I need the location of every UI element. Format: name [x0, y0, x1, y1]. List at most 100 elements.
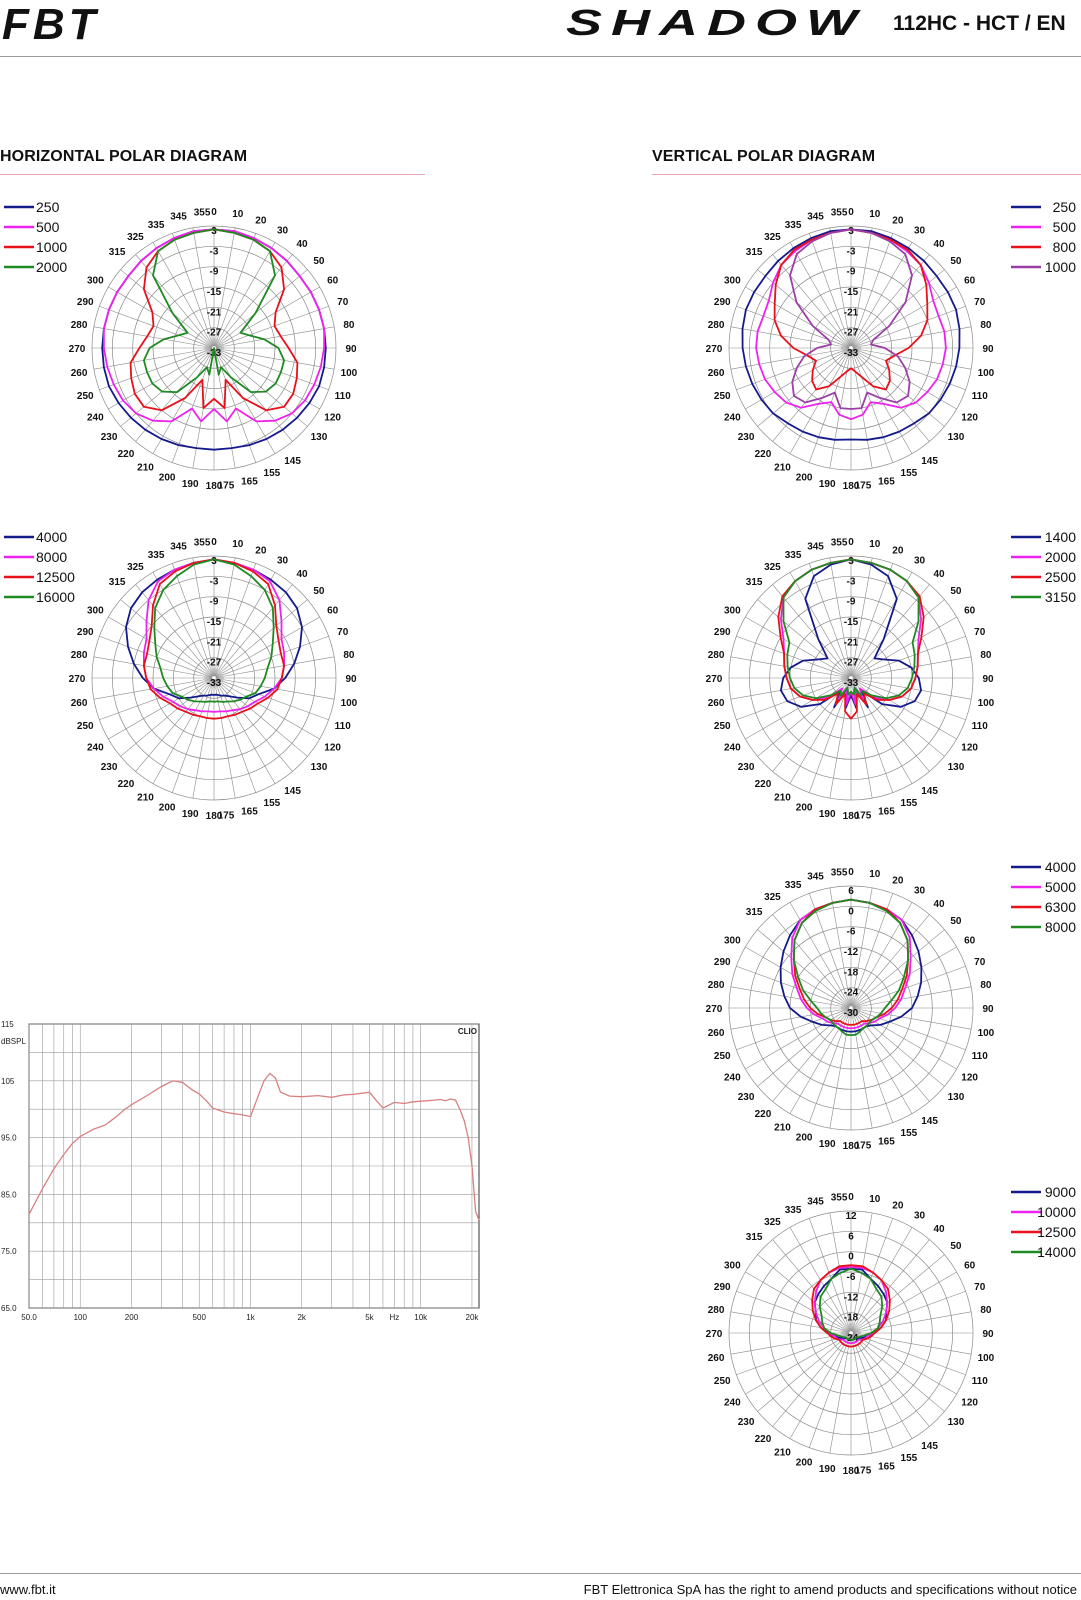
fr-brand-label: CLIO — [458, 1027, 477, 1036]
grid-hub-spoke — [851, 1323, 855, 1332]
grid-hub-spoke — [215, 678, 223, 684]
angle-label: 80 — [980, 980, 992, 991]
grid-hub-spoke — [852, 1006, 861, 1009]
grid-hub-spoke — [852, 1007, 861, 1010]
grid-spoke — [220, 355, 293, 442]
angle-label: 80 — [980, 1305, 992, 1316]
radial-label: -6 — [847, 1272, 856, 1283]
angle-label: 260 — [71, 368, 88, 379]
radial-label: -33 — [844, 348, 859, 359]
grid-hub-spoke — [215, 674, 224, 678]
grid-spoke — [736, 1290, 842, 1330]
grid-spoke — [772, 254, 845, 341]
angle-label: 230 — [738, 432, 755, 443]
angle-label: 155 — [901, 1128, 918, 1139]
grid-hub-spoke — [215, 340, 222, 347]
angle-label: 10 — [232, 209, 244, 220]
grid-hub-spoke — [843, 1009, 850, 1015]
legend-label: 2000 — [1045, 549, 1076, 565]
angle-label: 325 — [764, 232, 781, 243]
angle-label: 315 — [746, 907, 763, 918]
legend-label: 4000 — [1045, 859, 1076, 875]
grid-hub-spoke — [849, 998, 852, 1007]
grid-spoke — [859, 1337, 957, 1395]
angle-label: 10 — [869, 1194, 881, 1205]
grid-hub-spoke — [852, 676, 861, 679]
grid-hub-spoke — [851, 1009, 857, 1017]
grid-hub-spoke — [845, 349, 851, 357]
grid-hub-spoke — [852, 348, 860, 354]
angle-label: 110 — [972, 1051, 989, 1062]
polar-grid — [728, 555, 974, 801]
radial-label: -15 — [844, 287, 859, 298]
grid-spoke — [857, 1340, 930, 1427]
angle-label: 220 — [755, 1434, 772, 1445]
angle-label: 345 — [170, 212, 187, 223]
angle-label: 260 — [708, 1028, 725, 1039]
radial-label: 12 — [845, 1211, 857, 1222]
grid-hub-spoke — [845, 1009, 851, 1017]
angle-label: 60 — [964, 936, 976, 947]
angle-label: 290 — [77, 297, 94, 308]
angle-label: 30 — [914, 1210, 926, 1221]
grid-spoke — [808, 563, 848, 669]
grid-spoke — [860, 656, 972, 677]
angle-label: 60 — [327, 606, 339, 617]
grid-hub-spoke — [848, 349, 851, 358]
grid-hub-spoke — [204, 348, 213, 350]
grid-spoke — [855, 572, 913, 670]
angle-label: 80 — [343, 320, 355, 331]
footer-website-link[interactable]: www.fbt.it — [0, 1582, 56, 1597]
grid-hub-spoke — [843, 671, 850, 677]
grid-hub-spoke — [841, 677, 850, 680]
angle-label: 315 — [746, 577, 763, 588]
grid-spoke — [858, 599, 945, 672]
angle-label: 210 — [774, 463, 791, 474]
grid-spoke — [192, 687, 213, 799]
angle-label: 335 — [785, 1205, 802, 1216]
grid-hub-spoke — [851, 1324, 857, 1332]
angle-label: 210 — [774, 1448, 791, 1459]
grid-spoke — [855, 1016, 913, 1114]
radial-label: 3 — [211, 226, 217, 237]
radial-label: -33 — [844, 678, 859, 689]
grid-hub-spoke — [843, 341, 850, 347]
grid-spoke — [171, 233, 211, 339]
grid-hub-spoke — [849, 1009, 851, 1018]
grid-spoke — [223, 656, 335, 677]
grid-spoke — [757, 929, 844, 1002]
grid-spoke — [730, 1334, 842, 1355]
grid-hub-spoke — [214, 669, 220, 677]
grid-hub-spoke — [214, 679, 216, 688]
angle-label: 50 — [950, 586, 962, 597]
grid-hub-spoke — [843, 1326, 850, 1332]
grid-spoke — [223, 305, 329, 345]
legend-label: 12500 — [1037, 1224, 1076, 1240]
grid-hub-spoke — [847, 349, 851, 358]
angle-label: 175 — [855, 480, 872, 491]
radial-label: -9 — [210, 267, 219, 278]
grid-hub-spoke — [852, 342, 860, 348]
grid-spoke — [221, 684, 308, 757]
grid-hub-spoke — [215, 341, 222, 347]
grid-hub-spoke — [215, 345, 224, 348]
grid-spoke — [730, 349, 842, 370]
grid-hub-spoke — [206, 341, 213, 347]
grid-hub-spoke — [204, 678, 213, 683]
angle-label: 155 — [901, 468, 918, 479]
grid-hub-spoke — [847, 1009, 851, 1018]
grid-spoke — [860, 1290, 966, 1330]
grid-hub-spoke — [841, 678, 850, 681]
angle-label: 110 — [972, 1376, 989, 1387]
grid-spoke — [829, 1342, 850, 1454]
grid-spoke — [221, 269, 308, 342]
grid-hub-spoke — [214, 679, 217, 688]
angle-label: 165 — [878, 1461, 895, 1472]
legend-label: 4000 — [36, 529, 67, 545]
grid-hub-spoke — [851, 339, 857, 347]
polar-grid — [91, 225, 337, 471]
grid-hub-spoke — [852, 670, 859, 677]
angle-label: 155 — [901, 1453, 918, 1464]
